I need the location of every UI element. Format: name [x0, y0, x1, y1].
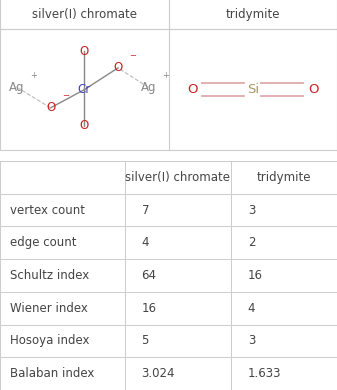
Text: 16: 16	[142, 302, 157, 315]
Text: Si: Si	[247, 83, 259, 96]
Text: tridymite: tridymite	[225, 8, 280, 21]
Text: 3: 3	[248, 204, 255, 216]
Text: 4: 4	[248, 302, 255, 315]
Text: vertex count: vertex count	[10, 204, 85, 216]
Text: Cr: Cr	[78, 83, 91, 96]
Text: O: O	[46, 101, 55, 114]
Text: −: −	[62, 91, 69, 100]
Text: O: O	[80, 119, 89, 133]
Text: Balaban index: Balaban index	[10, 367, 94, 380]
Text: −: −	[130, 51, 136, 60]
Text: 2: 2	[248, 236, 255, 249]
Text: 16: 16	[248, 269, 263, 282]
Text: edge count: edge count	[10, 236, 76, 249]
Text: Schultz index: Schultz index	[10, 269, 89, 282]
Text: Ag: Ag	[9, 81, 25, 94]
Text: 4: 4	[142, 236, 149, 249]
Text: O: O	[113, 62, 123, 74]
Text: Hosoya index: Hosoya index	[10, 335, 90, 347]
Text: 5: 5	[142, 335, 149, 347]
Text: Ag: Ag	[141, 81, 156, 94]
Text: silver(I) chromate: silver(I) chromate	[32, 8, 137, 21]
Text: 7: 7	[142, 204, 149, 216]
Text: +: +	[30, 71, 37, 80]
Text: 64: 64	[142, 269, 157, 282]
Text: silver(I) chromate: silver(I) chromate	[125, 171, 230, 184]
Text: 3: 3	[248, 335, 255, 347]
Text: O: O	[80, 44, 89, 57]
Text: 3.024: 3.024	[142, 367, 175, 380]
Text: 1.633: 1.633	[248, 367, 281, 380]
Text: O: O	[308, 83, 319, 96]
Text: tridymite: tridymite	[257, 171, 311, 184]
Text: O: O	[187, 83, 197, 96]
Text: +: +	[162, 71, 168, 80]
Text: Wiener index: Wiener index	[10, 302, 88, 315]
